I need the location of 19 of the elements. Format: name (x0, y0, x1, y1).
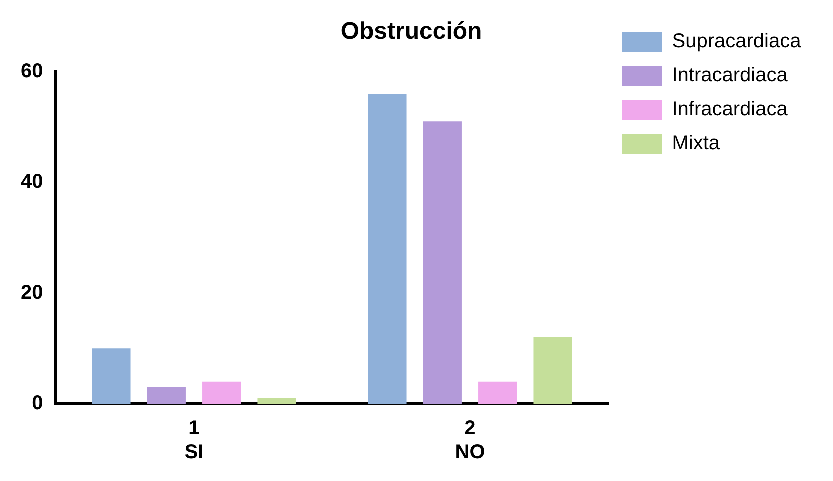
chart-title: Obstrucción (340, 18, 482, 46)
bar (92, 348, 131, 404)
bar (368, 94, 407, 404)
x-tick-label: 1 SI (184, 418, 204, 464)
legend-label: Supracardiaca (672, 30, 802, 53)
bar (423, 122, 462, 404)
bar (147, 387, 186, 404)
y-tick-label: 0 (32, 392, 44, 415)
legend-label: Infracardiaca (672, 98, 789, 121)
y-tick-label: 40 (20, 171, 44, 194)
legend-label: Mixta (672, 132, 721, 155)
bar (478, 382, 518, 404)
bar (534, 338, 572, 404)
bar (258, 398, 296, 404)
bar (202, 382, 242, 404)
x-tick-label: 2 NO (455, 418, 486, 464)
y-tick-label: 20 (20, 282, 44, 304)
legend-label: Intracardiaca (672, 64, 789, 87)
y-tick-label: 60 (20, 60, 44, 82)
